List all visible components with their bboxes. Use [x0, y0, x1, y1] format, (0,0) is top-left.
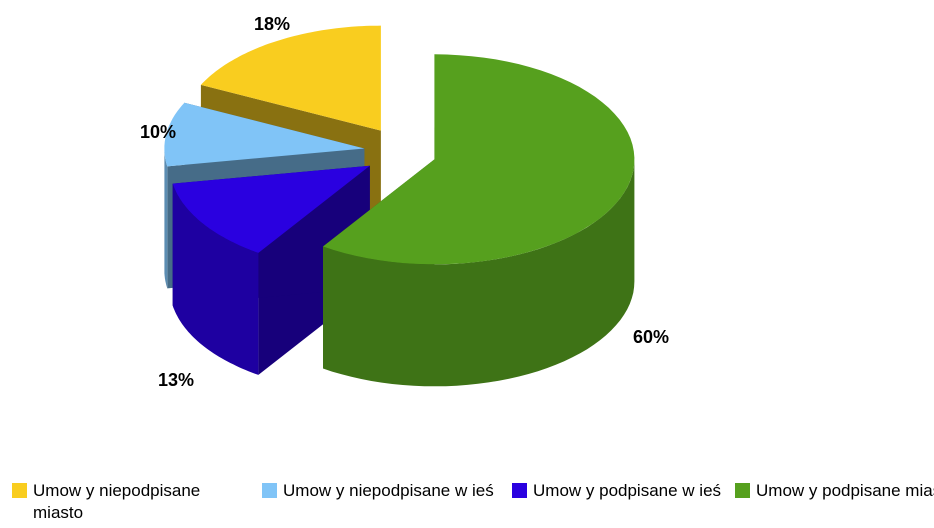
data-label: 10% — [140, 122, 176, 142]
legend-swatch — [512, 483, 527, 498]
slice-top — [323, 54, 635, 265]
slice-top — [164, 102, 365, 167]
slice-wall — [172, 183, 259, 375]
legend-label: Umow y niepodpisane w ieś — [283, 481, 494, 500]
slice — [172, 165, 370, 375]
legend-swatch — [735, 483, 750, 498]
legend-item: Umow y podpisane w ieś — [512, 480, 745, 502]
legend-label: Umow y podpisane miasto — [756, 481, 934, 500]
slice-top — [172, 165, 370, 253]
legend-item: Umow y niepodpisane w ieś — [262, 480, 495, 502]
legend-label: Umow y niepodpisane miasto — [33, 481, 201, 522]
legend-item: Umow y niepodpisane miasto — [12, 480, 245, 524]
data-label: 60% — [633, 327, 669, 347]
legend-swatch — [262, 483, 277, 498]
slice-wall — [164, 148, 168, 289]
legend-label: Umow y podpisane w ieś — [533, 481, 722, 500]
slice-wall — [323, 159, 635, 387]
slice — [323, 54, 635, 387]
legend-swatch — [12, 483, 27, 498]
chart: 18% 10% 13% 60% — [140, 14, 669, 390]
legend-item: Umow y podpisane miasto — [735, 480, 934, 502]
slice-top — [200, 25, 381, 131]
data-label: 18% — [254, 14, 290, 34]
data-label: 13% — [158, 370, 194, 390]
